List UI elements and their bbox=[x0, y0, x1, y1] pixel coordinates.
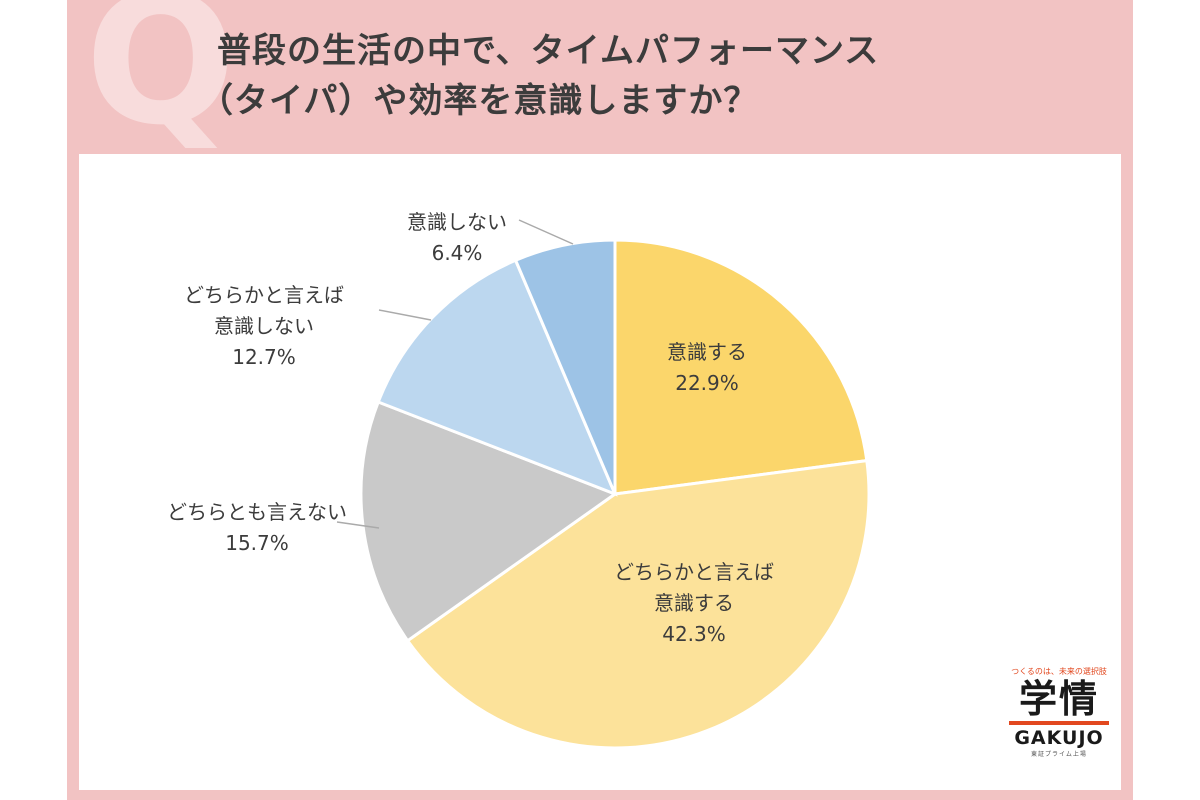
slice-value-どちらかと言えば-意識しない: 12.7% bbox=[232, 345, 296, 369]
chart-panel: 意識する 22.9% どちらかと言えば 意識する 42.3% どちらとも言えない 15.7%… bbox=[79, 154, 1121, 790]
gakujo-logo: つくるのは、未来の選択肢 学情 GAKUJO 東証プライム上場 bbox=[984, 666, 1134, 758]
slice-value-どちらとも言えない: 15.7% bbox=[225, 531, 289, 555]
logo-kanji: 学情 bbox=[1018, 676, 1099, 721]
leader-line-どちらとも言えない bbox=[336, 521, 380, 529]
slice-value-意識する: 22.9% bbox=[675, 371, 739, 395]
slice-value-意識しない: 6.4% bbox=[432, 241, 483, 265]
leader-line-意識しない bbox=[518, 219, 574, 245]
pie-slice-どちらかと言えば-意識する bbox=[405, 458, 871, 750]
slice-label-どちらとも言えない-0: どちらとも言えない bbox=[167, 500, 347, 524]
slice-label-どちらかと言えば-意識しない-0: どちらかと言えば bbox=[184, 283, 344, 307]
slice-value-どちらかと言えば-意識する: 42.3% bbox=[662, 622, 726, 646]
title-line-1: 普段の生活の中で、タイムパフォーマンス bbox=[217, 31, 880, 71]
logo-tagline: つくるのは、未来の選択肢 bbox=[1011, 667, 1107, 676]
slice-label-どちらかと言えば-意識する-0: どちらかと言えば bbox=[614, 560, 774, 584]
slice-label-意識する-0: 意識する bbox=[667, 340, 747, 364]
logo-english: GAKUJO bbox=[1014, 727, 1104, 749]
logo-subtext: 東証プライム上場 bbox=[1031, 751, 1087, 758]
pie-slice-意識する bbox=[613, 238, 869, 496]
q-letter: Q bbox=[85, 0, 237, 164]
title-line-2: （タイパ）や効率を意識しますか？ bbox=[199, 81, 759, 121]
background-frame: Q 普段の生活の中で、タイムパフォーマンス （タイパ）や効率を意識しますか？ 意… bbox=[67, 0, 1133, 800]
logo-accent-bar bbox=[1009, 721, 1109, 725]
leader-line-どちらかと言えば-意識しない bbox=[378, 309, 432, 321]
pie-chart: 意識する22.9%どちらかと言えば意識する42.3%どちらとも言えない15.7%… bbox=[167, 210, 871, 750]
pie-slice-意識しない bbox=[513, 238, 617, 495]
slice-label-どちらかと言えば-意識しない-1: 意識しない bbox=[214, 314, 314, 338]
slice-label-意識しない-0: 意識しない bbox=[407, 210, 507, 234]
slice-label-どちらかと言えば-意識する-1: 意識する bbox=[654, 591, 734, 615]
question-title: 普段の生活の中で、タイムパフォーマンス （タイパ）や効率を意識しますか？ bbox=[199, 26, 1117, 126]
pie-slice-どちらかと言えば-意識しない bbox=[376, 258, 618, 497]
